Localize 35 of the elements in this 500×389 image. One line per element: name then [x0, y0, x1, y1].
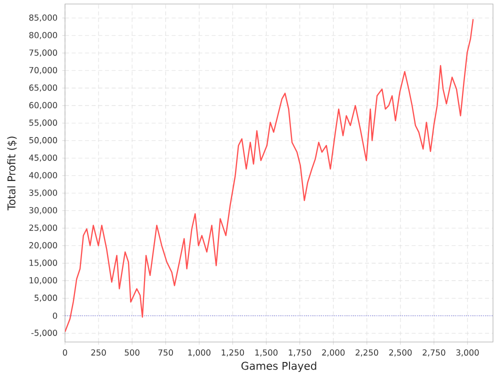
y-axis-title: Total Profit ($)	[7, 136, 17, 210]
x-tick-label: 2,250	[356, 349, 378, 356]
y-tick-label: 50,000	[29, 137, 58, 144]
y-tick-label: 75,000	[29, 49, 58, 57]
y-tick-label: 5,000	[34, 294, 58, 302]
x-tick-label: 500	[124, 349, 140, 356]
y-tick-label: 80,000	[29, 32, 58, 40]
y-tick-label: 40,000	[29, 172, 58, 180]
x-tick-label: 2,750	[422, 349, 446, 356]
y-tick-label: -5,000	[31, 330, 58, 337]
x-tick-label: 250	[91, 349, 106, 356]
x-tick-label: 0	[62, 349, 68, 356]
line-series	[65, 18, 474, 332]
y-tick-label: 15,000	[30, 260, 58, 267]
y-tick-label: 60,000	[29, 102, 58, 110]
x-tick-label: 2,500	[389, 349, 412, 356]
y-tick-label: 85,000	[29, 14, 58, 22]
y-tick-label: 65,000	[29, 84, 58, 92]
y-tick-label: 55,000	[29, 120, 58, 127]
y-tick-label: 0	[52, 312, 58, 319]
x-tick-label: 750	[158, 349, 173, 356]
x-tick-label: 1,750	[288, 349, 312, 356]
x-axis-title: Games Played	[241, 362, 316, 372]
y-tick-label: 10,000	[30, 277, 58, 284]
x-tick-label: 1,250	[222, 349, 244, 356]
x-tick-label: 1,500	[255, 349, 278, 356]
y-tick-label: 30,000	[29, 207, 58, 214]
x-tick-label: 1,000	[188, 349, 210, 356]
y-tick-label: 70,000	[29, 67, 58, 74]
x-tick-label: 3,000	[456, 349, 479, 356]
y-tick-label: 20,000	[29, 242, 58, 250]
y-tick-label: 45,000	[29, 154, 58, 162]
x-tick-label: 2,000	[322, 349, 345, 356]
y-tick-label: 35,000	[29, 190, 58, 197]
y-tick-label: 25,000	[29, 224, 58, 232]
